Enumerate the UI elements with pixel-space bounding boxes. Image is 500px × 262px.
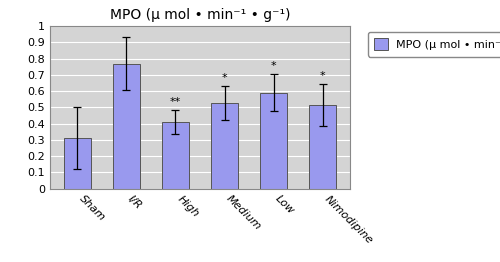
Text: *: *	[222, 73, 228, 83]
Bar	[64, 138, 90, 189]
Bar	[260, 93, 287, 189]
Text: *: *	[271, 61, 276, 71]
Bar	[310, 105, 336, 189]
Bar	[162, 122, 189, 189]
Bar	[113, 64, 140, 189]
Text: *: *	[320, 71, 326, 81]
Bar	[211, 103, 238, 189]
Text: **: **	[170, 97, 181, 107]
Legend: MPO (μ mol • min⁻¹ • g⁻¹): MPO (μ mol • min⁻¹ • g⁻¹)	[368, 32, 500, 57]
Title: MPO (μ mol • min⁻¹ • g⁻¹): MPO (μ mol • min⁻¹ • g⁻¹)	[110, 8, 290, 22]
